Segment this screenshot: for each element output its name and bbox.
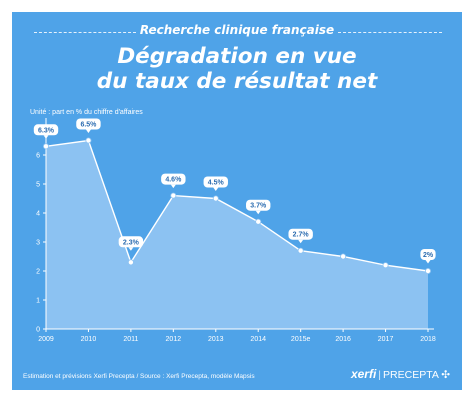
y-tick-label: 0	[36, 327, 40, 334]
data-label-bubble	[420, 249, 436, 260]
y-tick-label: 1	[36, 298, 40, 305]
data-label: 2.7%	[293, 232, 310, 239]
x-tick-label: 2009	[38, 336, 54, 343]
x-tick-label: 2012	[166, 336, 182, 343]
data-point	[127, 259, 134, 266]
data-label-bubble	[203, 176, 228, 188]
data-point	[297, 247, 304, 254]
x-tick-label: 2013	[208, 336, 224, 343]
data-label: 6.5%	[80, 122, 97, 129]
series-area	[46, 140, 428, 329]
y-tick-label: 2	[36, 269, 40, 276]
brand-swirl-icon: ✣	[438, 369, 450, 381]
area-chart: 0 1 2 3 4 5 6 2009 2010 2011 2012 2013 2014 2015e 2016…	[33, 118, 436, 343]
data-label-bubble	[76, 118, 101, 130]
data-point	[382, 262, 389, 269]
chart-unit-label: Unité : part en % du chiffre d'affaires	[30, 109, 143, 116]
x-tick-label: 2018	[420, 336, 436, 343]
data-label-pointer	[425, 260, 431, 264]
data-label-pointer	[255, 210, 261, 215]
chart-title: Dégradation en vue du taux de résultat n…	[12, 44, 462, 94]
x-tick-label: 2015e	[291, 336, 311, 343]
data-label: 6.3%	[38, 127, 55, 134]
data-label-bubble	[288, 228, 313, 240]
data-label-bubble	[161, 173, 186, 185]
data-label: 3.7%	[250, 203, 267, 210]
data-label-bubble	[246, 199, 271, 211]
y-tick-label: 6	[36, 153, 40, 160]
brand-logo: xerfi | PRECEPTA ✣	[351, 367, 450, 381]
data-label: 2.3%	[123, 239, 140, 246]
data-label-pointer	[85, 129, 91, 133]
brand-separator: |	[378, 369, 382, 381]
data-label-pointer	[298, 239, 304, 244]
brand-sub: PRECEPTA	[383, 369, 439, 381]
data-point	[255, 218, 262, 225]
data-point	[170, 192, 177, 199]
y-tick-label: 3	[36, 240, 40, 247]
x-tick-label: 2016	[335, 336, 351, 343]
data-point	[212, 195, 219, 202]
data-label-pointer	[128, 247, 134, 251]
y-tick-label: 4	[36, 211, 40, 218]
data-label: 2%	[423, 252, 434, 259]
kicker-dash-right	[338, 32, 442, 33]
chart-title-line-1: Dégradation en vue	[117, 44, 357, 69]
x-tick-label: 2010	[81, 336, 97, 343]
data-point	[42, 143, 49, 150]
source-note: Estimation et prévisions Xerfi Precepta …	[23, 373, 255, 380]
y-tick-label: 5	[36, 182, 40, 189]
kicker: Recherche clinique française	[139, 23, 335, 37]
data-label-pointer	[43, 135, 49, 139]
data-label-pointer	[213, 187, 219, 191]
data-point	[424, 267, 431, 274]
chart-title-line-2: du taux de résultat net	[96, 69, 378, 94]
data-label: 4.6%	[165, 177, 182, 184]
series-line	[45, 139, 429, 272]
data-label-bubble	[33, 124, 59, 136]
brand-main: xerfi	[350, 367, 377, 381]
kicker-dash-left	[34, 32, 136, 33]
x-tick-label: 2014	[250, 336, 266, 343]
data-point	[340, 253, 347, 260]
x-tick-label: 2017	[378, 336, 394, 343]
data-point	[85, 137, 92, 144]
x-tick-label: 2011	[123, 336, 138, 343]
data-label: 4.5%	[208, 180, 225, 187]
data-label-bubble	[118, 236, 144, 248]
data-label-pointer	[170, 184, 176, 189]
infographic-panel: Recherche clinique française Dégradation…	[12, 12, 462, 390]
